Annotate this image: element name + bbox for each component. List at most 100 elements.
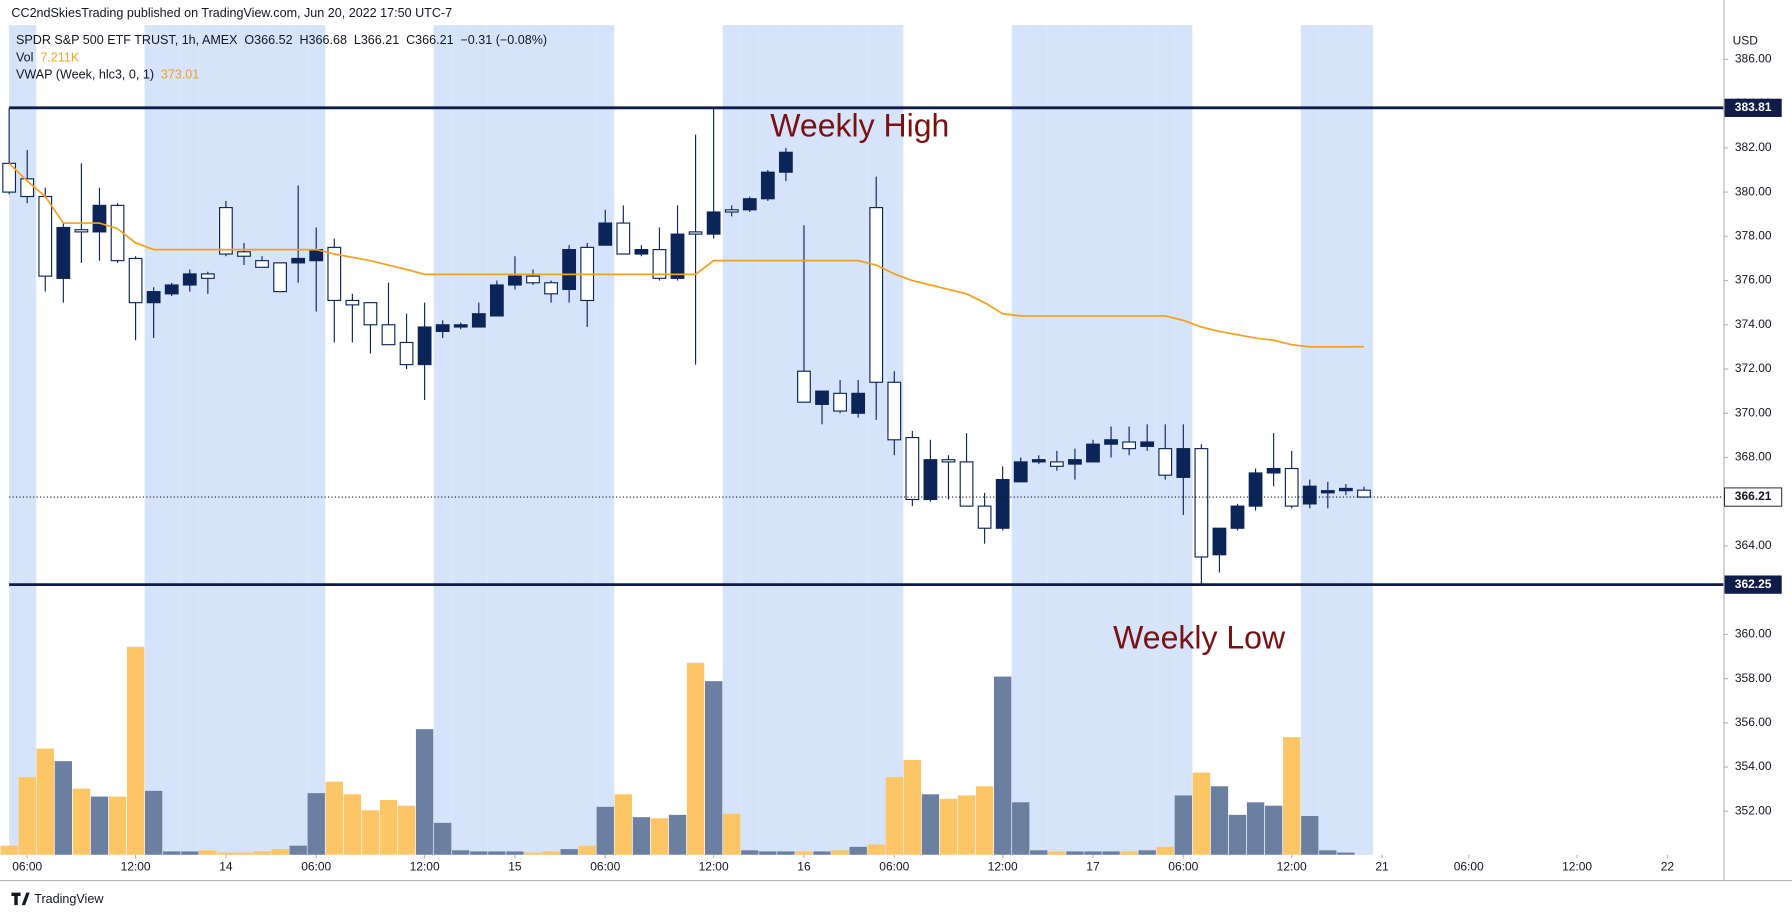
candle-body [905,436,920,501]
candle-body [1086,443,1100,463]
candle-body [1302,485,1317,505]
candle-body [815,390,829,405]
candle-body [887,381,902,441]
volume-bar [452,850,470,855]
candle-body [995,479,1010,529]
volume-bar [108,796,127,855]
volume-bar [759,851,777,855]
volume-bar [217,852,235,855]
volume-bar [325,781,343,855]
x-tick-label: 22 [1661,860,1675,874]
volume-bar [253,851,271,855]
volume-bar [1210,786,1229,855]
y-tick-label: 380.00 [1735,184,1772,198]
volume-bar [867,844,885,855]
volume-bar [1246,802,1265,855]
candle-body [146,291,161,304]
overlay-layer [8,106,1724,587]
session-band [560,25,579,855]
footer-logo: TradingView [11,892,104,906]
session-band [505,25,524,855]
session-band [722,25,741,855]
annotation: Weekly High [770,107,949,143]
x-tick-label: 06:00 [1454,860,1484,874]
candle-body [598,222,613,246]
session-band [9,25,19,855]
session-band [794,25,813,855]
ohlc-low: L366.21 [354,33,399,47]
candle-body [399,341,414,366]
level-label: 362.25 [1735,577,1772,591]
x-tick-label: 15 [508,860,522,874]
last-price-box [1724,487,1783,507]
candle-body [345,299,360,306]
candle-body [74,229,89,233]
candle-body [941,459,956,463]
volume-bar [235,852,253,855]
volume-bar [90,796,109,855]
footer-text: TradingView [34,892,104,906]
x-tick-label: 21 [1375,860,1389,874]
x-tick-label: 12:00 [699,860,729,874]
volume-bar [1174,795,1192,855]
volume-bar [163,851,181,855]
symbol-legend: SPDR S&P 500 ETF TRUST, 1h, AMEX O366.52 H… [16,33,547,47]
candle-body [670,233,685,279]
volume-bar [777,851,795,855]
last-price-label: 366.21 [1735,489,1772,503]
y-tick-label: 358.00 [1735,671,1772,685]
volume-bar [975,786,994,855]
session-band [198,25,217,855]
publish-header: CC2ndSkiesTrading published on TradingVi… [11,6,452,20]
session-band [1011,25,1030,855]
x-tick-label: 06:00 [590,860,620,874]
candle-body [1248,472,1263,507]
x-tick-label: 12:00 [988,860,1018,874]
volume-bar [632,817,651,855]
candle-body [544,282,558,295]
candle-body [742,198,757,211]
x-tick-label: 06:00 [1168,860,1198,874]
logo-icon [11,892,30,906]
candle-body [526,275,540,284]
candle-body [1338,487,1353,492]
volume-bar [1138,850,1156,855]
candle-body [38,195,53,277]
session-band [578,25,597,855]
volume-bar [144,790,163,855]
volume-bar [939,798,958,855]
candle-body [1122,441,1137,450]
volume-bar [813,851,831,855]
candle-body [959,461,974,507]
volume-bar [957,795,976,855]
x-tick-label: 06:00 [301,860,331,874]
candle-body [923,459,938,501]
session-band [523,25,543,855]
volume-bar [1012,802,1030,855]
volume-label: Vol [16,51,33,65]
x-tick-label: 06:00 [12,860,42,874]
candle-body [327,246,342,302]
session-band [1354,25,1373,855]
session-band [812,25,832,855]
volume-bar [831,850,849,855]
session-band [542,25,561,855]
candle-body [417,326,432,366]
volume-bar [1066,851,1084,855]
volume-bar [1192,772,1211,855]
volume-bar [361,810,380,855]
vwap-label: VWAP (Week, hlc3, 0, 1) [16,68,154,82]
volume-bar [704,681,723,855]
candle-body [1284,467,1299,507]
ohlc-open: O366.52 [244,33,292,47]
session-band [451,25,470,855]
session-band [253,25,272,855]
ohlc-close: C366.21 [406,33,454,47]
currency-label: USD [1733,33,1759,47]
candle-body [1320,490,1335,494]
session-layer [9,25,1373,855]
candle-layer [2,107,1371,585]
candle-body [453,324,468,328]
